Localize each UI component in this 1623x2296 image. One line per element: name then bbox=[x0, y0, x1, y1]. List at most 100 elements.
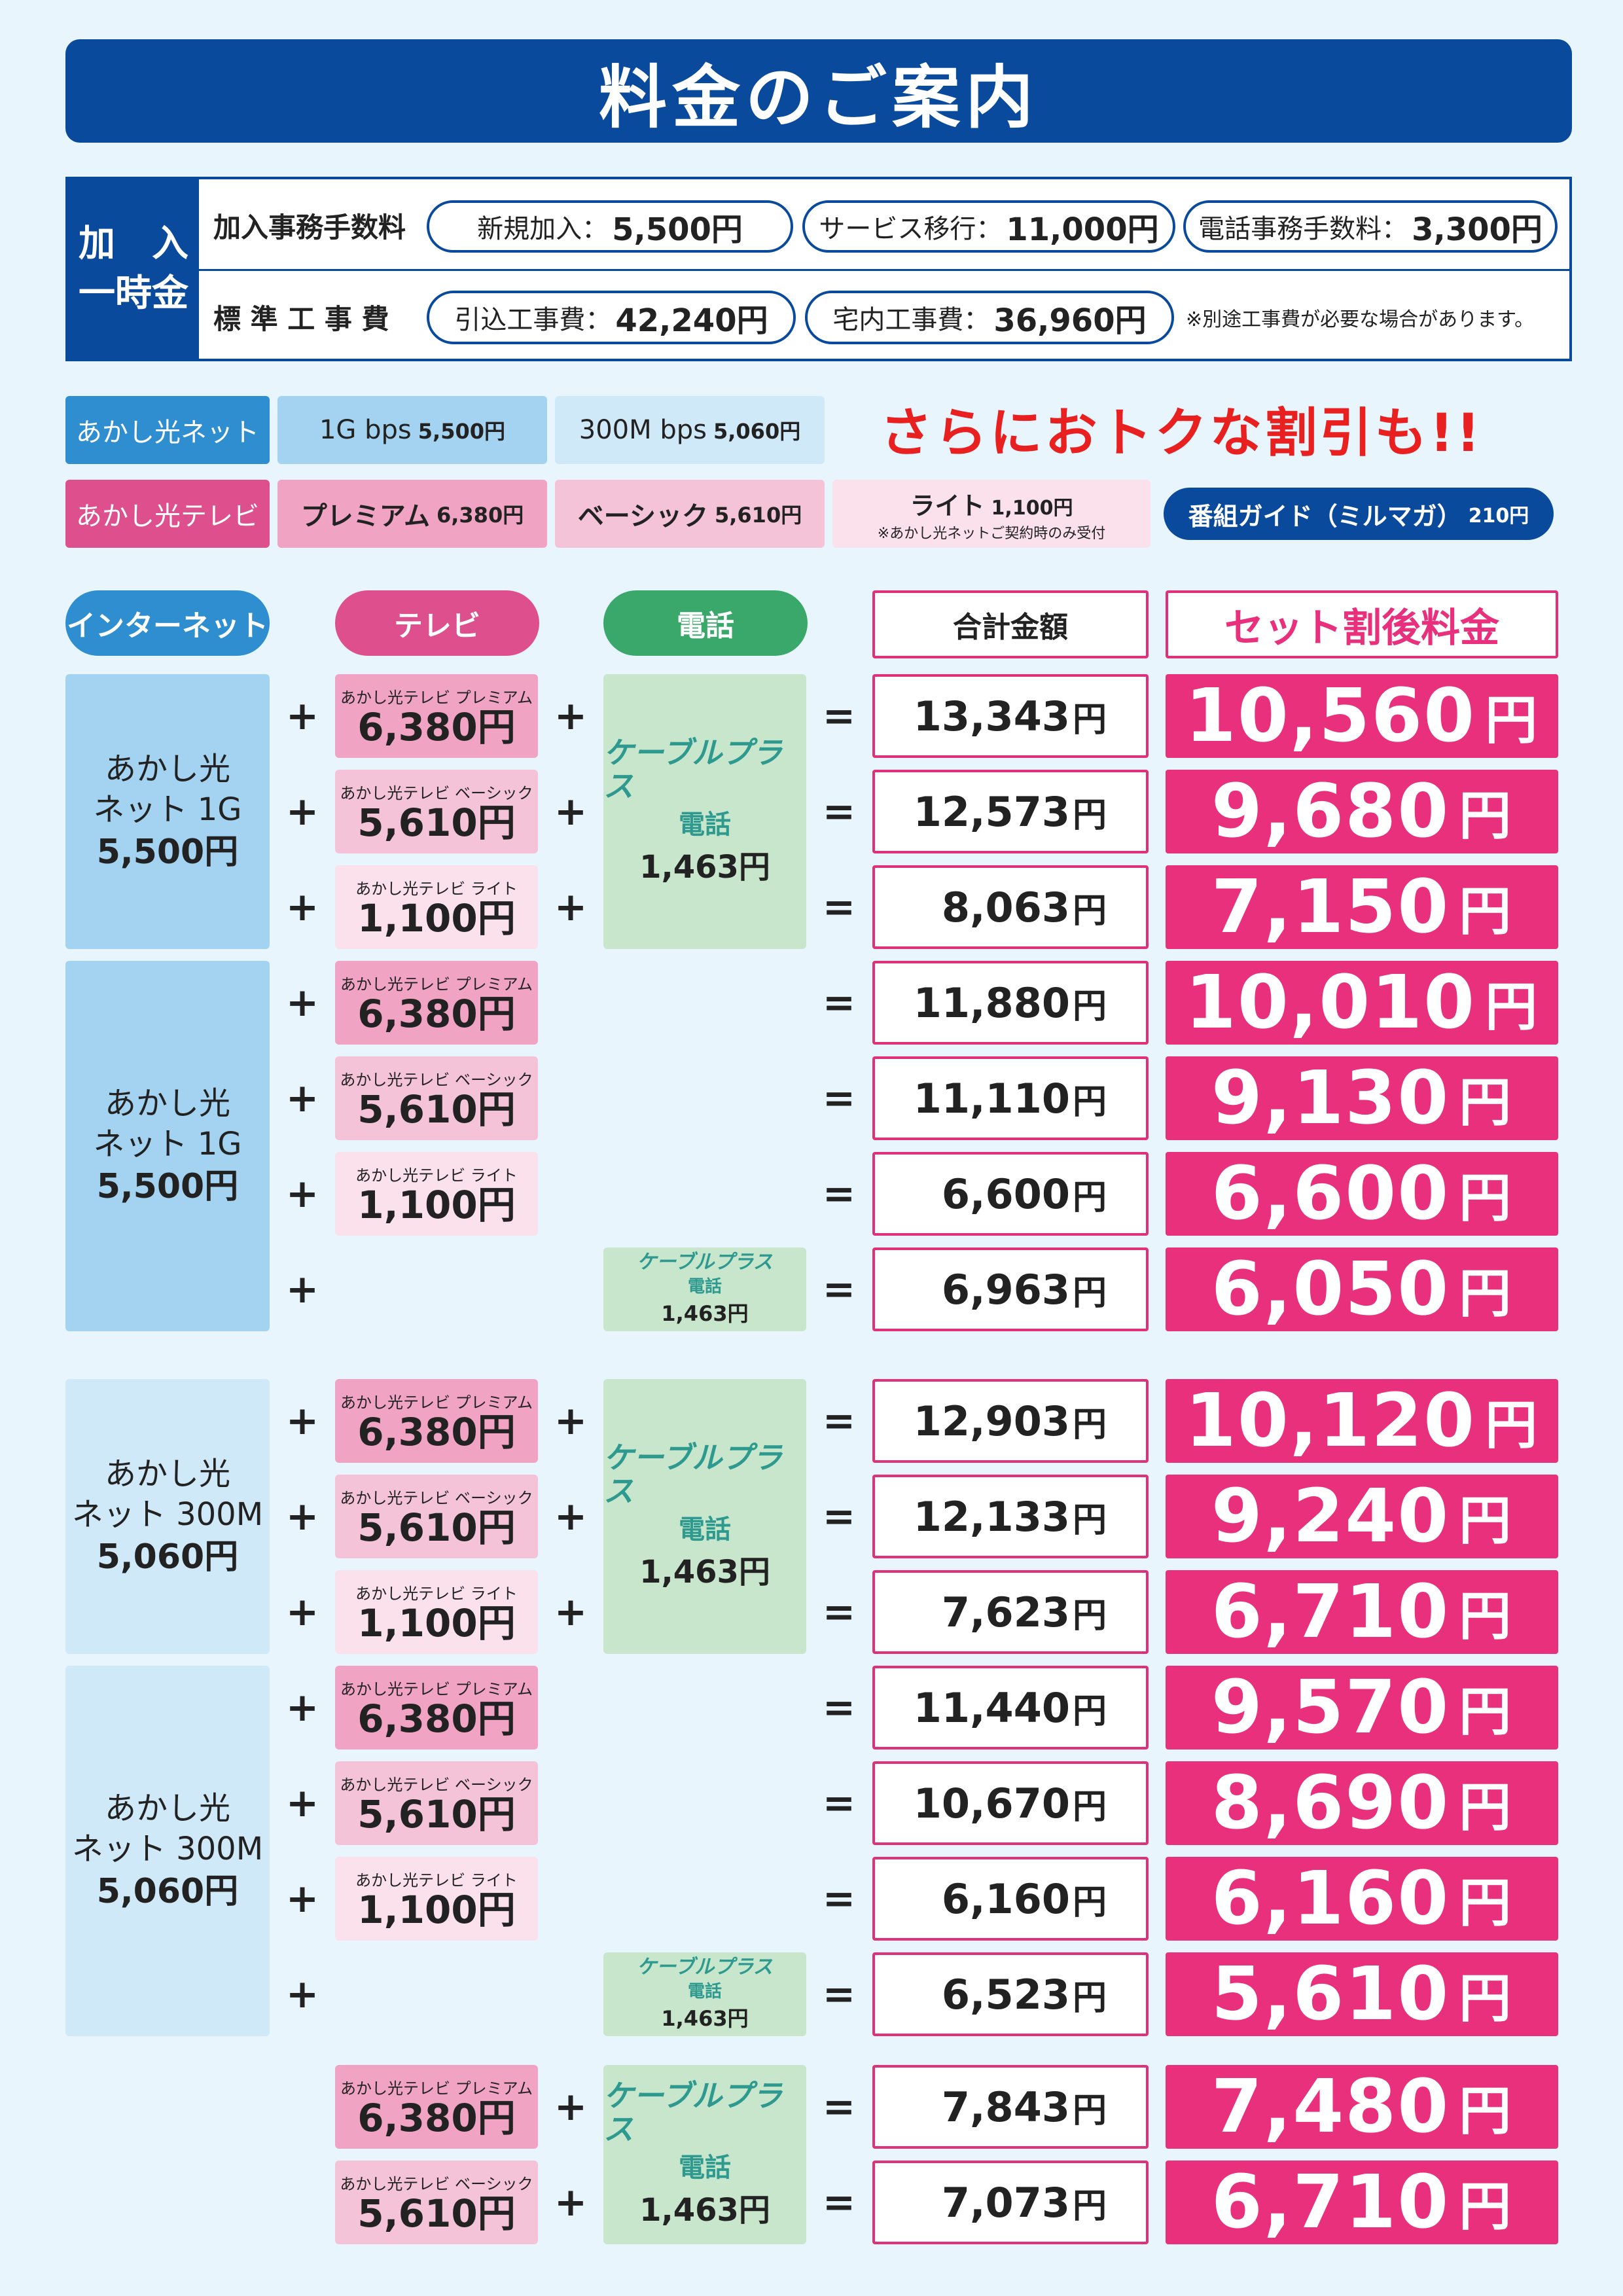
total-amount: 11,110 円 bbox=[872, 1056, 1149, 1140]
total-amount-value: 11,880 bbox=[913, 978, 1070, 1027]
discounted-price-value: 9,240 bbox=[1211, 1474, 1450, 1559]
plus-sign: + bbox=[554, 693, 588, 739]
internet-plan-line1: あかし光 bbox=[104, 1455, 230, 1492]
total-amount-value: 11,440 bbox=[913, 1683, 1070, 1732]
internet-plan-block: あかし光 ネット 1G 5,500円 bbox=[65, 961, 270, 1331]
yen-unit: 円 bbox=[1459, 881, 1513, 942]
yen-unit: 円 bbox=[1072, 1273, 1107, 1313]
plus-sign: + bbox=[285, 693, 319, 739]
internet-plan-line2: ネット 1G bbox=[93, 791, 242, 829]
discounted-price-value: 6,710 bbox=[1211, 1570, 1450, 1655]
plus-sign: + bbox=[554, 1398, 588, 1444]
discounted-price-value: 7,150 bbox=[1211, 865, 1450, 950]
total-amount-value: 11,110 bbox=[913, 1074, 1070, 1122]
tv-plan-lite: あかし光テレビ ライト 1,100円 bbox=[335, 865, 538, 949]
side-label-line2: 一時金 bbox=[79, 272, 188, 315]
phone-admin-fee: 電話事務手数料： 3,300円 bbox=[1183, 200, 1558, 253]
tv-plan-name: あかし光テレビ ベーシック bbox=[340, 1776, 533, 1795]
tv-plan-name: あかし光テレビ ライト bbox=[355, 880, 518, 899]
total-amount: 12,903 円 bbox=[872, 1379, 1149, 1463]
tv-plan-price: 1,100円 bbox=[357, 1601, 516, 1646]
yen-unit: 円 bbox=[1485, 977, 1539, 1037]
yen-unit: 円 bbox=[1485, 690, 1539, 751]
discounted-price: 10,010 円 bbox=[1166, 960, 1558, 1045]
discounted-price-value: 6,160 bbox=[1211, 1856, 1450, 1941]
internet-plan-line2: ネット 300M bbox=[71, 1831, 264, 1868]
discounted-price: 6,160 円 bbox=[1166, 1856, 1558, 1941]
tv-plan-name: あかし光テレビ ベーシック bbox=[340, 1489, 533, 1508]
cable-plus-price: 1,463円 bbox=[661, 2006, 749, 2031]
yen-unit: 円 bbox=[1459, 1490, 1513, 1551]
discounted-price: 7,480 円 bbox=[1166, 2064, 1558, 2149]
total-amount-value: 6,523 bbox=[941, 1970, 1070, 2018]
header-phone: 電話 bbox=[603, 590, 808, 656]
yen-unit: 円 bbox=[1072, 1978, 1107, 2018]
discounted-price: 9,570 円 bbox=[1166, 1665, 1558, 1750]
total-amount-value: 7,623 bbox=[941, 1588, 1070, 1636]
yen-unit: 円 bbox=[1459, 1072, 1513, 1133]
plus-sign: + bbox=[285, 884, 319, 930]
discounted-price: 9,130 円 bbox=[1166, 1056, 1558, 1141]
net-300m-price-tag: 300M bps 5,060円 bbox=[555, 396, 825, 464]
yen-unit: 円 bbox=[1459, 2081, 1513, 2142]
total-amount-value: 7,843 bbox=[941, 2083, 1070, 2131]
tv-plan-price: 5,610円 bbox=[357, 1505, 516, 1551]
equals-sign: = bbox=[822, 1494, 856, 1539]
total-amount: 11,440 円 bbox=[872, 1666, 1149, 1749]
tv-plan-lite: あかし光テレビ ライト 1,100円 bbox=[335, 1152, 538, 1236]
yen-unit: 円 bbox=[1459, 785, 1513, 846]
discounted-price: 6,050 円 bbox=[1166, 1247, 1558, 1332]
tv-plan-name: あかし光テレビ ライト bbox=[355, 1166, 518, 1185]
discounted-price-value: 5,610 bbox=[1211, 1952, 1450, 2037]
cable-plus-logo: ケーブルプラス bbox=[603, 1440, 783, 1509]
tv-plan-price: 5,610円 bbox=[357, 2191, 516, 2236]
total-amount: 12,573 円 bbox=[872, 770, 1149, 853]
tv-basic-price-tag: ベーシック 5,610円 bbox=[555, 480, 825, 548]
equals-sign: = bbox=[822, 980, 856, 1026]
lead-in-work-fee: 引込工事費： 42,240円 bbox=[427, 291, 796, 344]
yen-unit: 円 bbox=[1072, 700, 1107, 740]
plus-sign: + bbox=[285, 1780, 319, 1826]
fee-divider bbox=[199, 269, 1572, 271]
total-amount-value: 12,133 bbox=[913, 1492, 1070, 1541]
tv-plan-name: あかし光テレビ ベーシック bbox=[340, 2175, 533, 2194]
equals-sign: = bbox=[822, 2179, 856, 2225]
yen-unit: 円 bbox=[1072, 795, 1107, 835]
plus-sign: + bbox=[554, 1494, 588, 1539]
tv-plan-price: 5,610円 bbox=[357, 1087, 516, 1132]
page-title: 料金のご案内 bbox=[65, 39, 1572, 143]
tv-plan-basic: あかし光テレビ ベーシック 5,610円 bbox=[335, 1761, 538, 1845]
cable-plus-logo: ケーブルプラス bbox=[603, 735, 783, 804]
total-amount-value: 12,573 bbox=[913, 787, 1070, 836]
total-amount: 10,670 円 bbox=[872, 1761, 1149, 1845]
tv-plan-premium: あかし光テレビ プレミアム 6,380円 bbox=[335, 961, 538, 1045]
total-amount: 12,133 円 bbox=[872, 1475, 1149, 1558]
header-internet: インターネット bbox=[65, 590, 270, 656]
internet-plan-block: あかし光 ネット 300M 5,060円 bbox=[65, 1666, 270, 2036]
discounted-price-value: 8,690 bbox=[1211, 1761, 1450, 1846]
tv-plan-name: あかし光テレビ プレミアム bbox=[340, 1680, 533, 1699]
discounted-price: 5,610 円 bbox=[1166, 1952, 1558, 2037]
internet-plan-line2: ネット 300M bbox=[71, 1496, 264, 1534]
tv-plan-name: あかし光テレビ ベーシック bbox=[340, 784, 533, 803]
discounted-price: 7,150 円 bbox=[1166, 865, 1558, 950]
plus-sign: + bbox=[285, 1171, 319, 1217]
yen-unit: 円 bbox=[1459, 1263, 1513, 1324]
tv-plan-name: あかし光テレビ プレミアム bbox=[340, 1393, 533, 1412]
cable-plus-logo: ケーブルプラス bbox=[637, 1251, 773, 1274]
tv-plan-name: あかし光テレビ プレミアム bbox=[340, 975, 533, 994]
yen-unit: 円 bbox=[1072, 1500, 1107, 1540]
tv-service-tag: あかし光テレビ bbox=[65, 480, 270, 548]
tv-plan-price: 1,100円 bbox=[357, 1888, 516, 1933]
plus-sign: + bbox=[285, 789, 319, 834]
tv-plan-price: 5,610円 bbox=[357, 800, 516, 846]
yen-unit: 円 bbox=[1072, 1596, 1107, 1636]
discounted-price-value: 6,710 bbox=[1211, 2160, 1450, 2245]
equals-sign: = bbox=[822, 1780, 856, 1826]
total-amount-value: 12,903 bbox=[913, 1397, 1070, 1445]
equals-sign: = bbox=[822, 1685, 856, 1731]
equals-sign: = bbox=[822, 789, 856, 834]
cable-plus-phone-block: ケーブルプラス 電話 1,463円 bbox=[603, 674, 806, 949]
tv-lite-price-tag: ライト 1,100円 ※あかし光ネットご契約時のみ受付 bbox=[832, 480, 1150, 548]
tv-plan-name: あかし光テレビ ライト bbox=[355, 1871, 518, 1890]
